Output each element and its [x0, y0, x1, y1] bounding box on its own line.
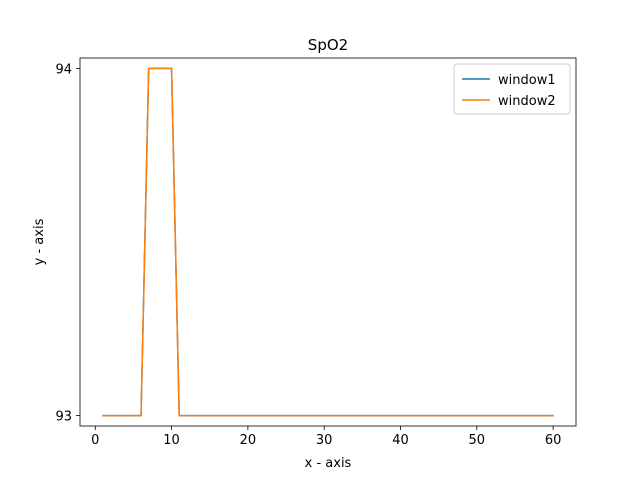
x-tick-label: 20 — [240, 433, 257, 448]
y-axis-label: y - axis — [32, 218, 47, 265]
legend-box — [453, 63, 571, 115]
legend-label-window1: window1 — [498, 73, 556, 88]
legend-label-window2: window2 — [498, 94, 556, 109]
legend: window1 window2 — [453, 63, 571, 115]
x-tick-label: 40 — [392, 433, 409, 448]
chart-title: SpO2 — [308, 36, 348, 54]
x-tick-label: 10 — [163, 433, 180, 448]
axes-frame — [79, 57, 577, 427]
axes: 0 10 20 30 40 50 60 93 94 — [55, 57, 577, 448]
x-tick-label: 50 — [469, 433, 486, 448]
y-tick-label: 93 — [55, 410, 72, 425]
y-tick-label: 94 — [55, 62, 72, 77]
x-axis-label: x - axis — [305, 456, 352, 471]
x-tick-label: 0 — [91, 433, 99, 448]
x-tick-label: 60 — [545, 433, 562, 448]
series-line-window2 — [102, 67, 554, 417]
x-tick-label: 30 — [316, 433, 333, 448]
plot-area — [102, 67, 554, 417]
